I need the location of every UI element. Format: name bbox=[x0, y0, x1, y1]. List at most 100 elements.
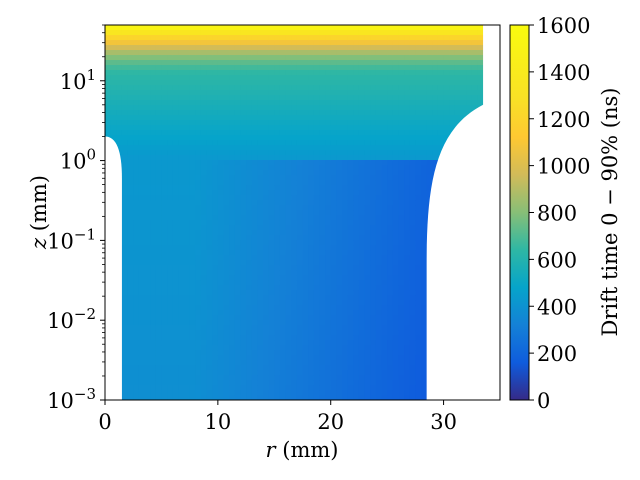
heatmap-cell bbox=[364, 30, 371, 36]
heatmap-cell bbox=[212, 265, 219, 271]
heatmap-cell bbox=[381, 290, 388, 296]
heatmap-cell bbox=[240, 310, 247, 316]
heatmap-cell bbox=[257, 145, 264, 151]
heatmap-cell bbox=[234, 215, 242, 221]
heatmap-cell bbox=[167, 155, 174, 161]
heatmap-cell bbox=[398, 270, 405, 276]
heatmap-cell bbox=[274, 70, 281, 76]
heatmap-cell bbox=[229, 290, 236, 296]
heatmap-cell bbox=[257, 175, 264, 181]
heatmap-cell bbox=[223, 285, 230, 291]
heatmap-cell bbox=[144, 275, 151, 281]
heatmap-cell bbox=[138, 345, 146, 351]
heatmap-cell bbox=[375, 200, 383, 206]
heatmap-cell bbox=[172, 260, 179, 266]
heatmap-cell bbox=[342, 340, 349, 346]
heatmap-cell bbox=[342, 380, 349, 386]
heatmap-cell bbox=[415, 210, 422, 216]
heatmap-cell bbox=[308, 170, 315, 176]
heatmap-cell bbox=[398, 295, 405, 301]
heatmap-cell bbox=[217, 210, 225, 216]
heatmap-cell bbox=[116, 130, 123, 136]
heatmap-cell bbox=[302, 350, 309, 356]
heatmap-cell bbox=[127, 90, 134, 96]
heatmap-cell bbox=[398, 210, 405, 216]
heatmap-cell bbox=[336, 190, 343, 196]
heatmap-cell bbox=[375, 380, 383, 386]
heatmap-cell bbox=[421, 220, 428, 226]
heatmap-cell bbox=[212, 75, 219, 81]
heatmap-cell bbox=[189, 305, 196, 311]
heatmap-cell bbox=[319, 365, 326, 371]
heatmap-cell bbox=[308, 385, 315, 391]
heatmap-cell bbox=[144, 240, 151, 246]
heatmap-cell bbox=[200, 95, 208, 101]
heatmap-cell bbox=[206, 195, 213, 201]
heatmap-cell bbox=[133, 320, 140, 326]
heatmap-cell bbox=[195, 325, 202, 331]
heatmap-cell bbox=[353, 105, 360, 111]
heatmap-cell bbox=[426, 150, 433, 156]
heatmap-cell bbox=[409, 240, 416, 246]
heatmap-cell bbox=[313, 345, 321, 351]
heatmap-cell bbox=[308, 265, 315, 271]
heatmap-cell bbox=[443, 90, 450, 96]
heatmap-cell bbox=[257, 260, 264, 266]
heatmap-cell bbox=[409, 280, 416, 286]
heatmap-cell bbox=[121, 160, 129, 166]
heatmap-cell bbox=[358, 45, 366, 51]
heatmap-cell bbox=[370, 50, 377, 56]
heatmap-cell bbox=[319, 275, 326, 281]
heatmap-cell bbox=[240, 345, 247, 351]
heatmap-cell bbox=[217, 145, 225, 151]
heatmap-cell bbox=[471, 95, 479, 101]
heatmap-cell bbox=[172, 185, 179, 191]
heatmap-cell bbox=[138, 360, 146, 366]
heatmap-cell bbox=[330, 50, 337, 56]
heatmap-cell bbox=[161, 130, 168, 136]
heatmap-cell bbox=[223, 80, 230, 86]
heatmap-cell bbox=[285, 245, 292, 251]
heatmap-cell bbox=[167, 30, 174, 36]
heatmap-cell bbox=[200, 115, 208, 121]
heatmap-cell bbox=[432, 150, 439, 156]
heatmap-cell bbox=[257, 230, 264, 236]
heatmap-cell bbox=[133, 105, 140, 111]
heatmap-cell bbox=[375, 370, 383, 376]
heatmap-cell bbox=[150, 325, 157, 331]
heatmap-cell bbox=[347, 65, 354, 71]
heatmap-cell bbox=[150, 290, 157, 296]
heatmap-cell bbox=[144, 140, 151, 146]
heatmap-cell bbox=[370, 395, 377, 400]
heatmap-cell bbox=[437, 100, 445, 106]
heatmap-cell bbox=[296, 210, 304, 216]
heatmap-cell bbox=[415, 60, 422, 66]
heatmap-cell bbox=[150, 90, 157, 96]
heatmap-cell bbox=[358, 180, 366, 186]
heatmap-cell bbox=[426, 135, 433, 141]
heatmap-cell bbox=[426, 50, 433, 56]
heatmap-cell bbox=[138, 115, 146, 121]
heatmap-cell bbox=[127, 210, 134, 216]
heatmap-cell bbox=[387, 100, 394, 106]
heatmap-cell bbox=[313, 350, 321, 356]
heatmap-cell bbox=[257, 285, 264, 291]
heatmap-cell bbox=[370, 330, 377, 336]
heatmap-cell bbox=[229, 390, 236, 396]
heatmap-cell bbox=[223, 150, 230, 156]
heatmap-cell bbox=[229, 125, 236, 131]
heatmap-cell bbox=[127, 380, 134, 386]
heatmap-cell bbox=[189, 155, 196, 161]
heatmap-cell bbox=[279, 225, 287, 231]
heatmap-cell bbox=[234, 145, 242, 151]
heatmap-cell bbox=[291, 290, 298, 296]
heatmap-cell bbox=[133, 355, 140, 361]
heatmap-cell bbox=[234, 270, 242, 276]
heatmap-cell bbox=[358, 210, 366, 216]
heatmap-cell bbox=[364, 180, 371, 186]
heatmap-cell bbox=[415, 55, 422, 61]
heatmap-cell bbox=[251, 80, 258, 86]
heatmap-cell bbox=[206, 250, 213, 256]
heatmap-cell bbox=[404, 360, 411, 366]
heatmap-cell bbox=[155, 95, 163, 101]
